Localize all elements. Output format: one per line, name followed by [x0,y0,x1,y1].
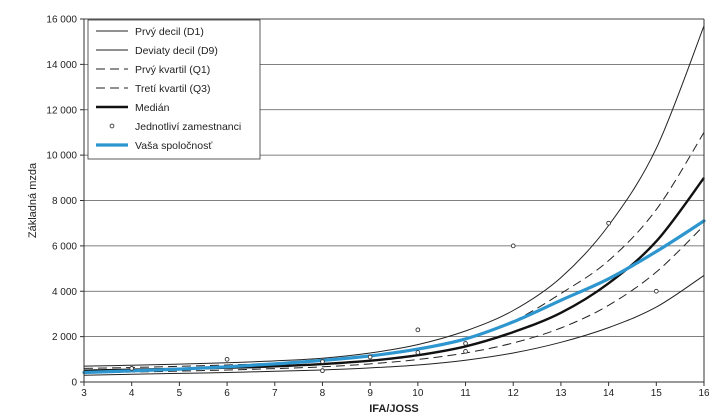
x-tick-label: 11 [460,388,471,399]
y-tick-label: 0 [71,378,77,389]
x-tick-label: 13 [555,388,567,399]
y-tick-label: 2 000 [52,332,77,343]
legend-label: Prvý decil (D1) [135,26,204,38]
x-axis-title: IFA/JOSS [369,403,419,414]
x-tick-label: 12 [508,388,520,399]
legend-label: Jednotliví zamestnanci [135,121,241,133]
x-tick-label: 10 [412,388,424,399]
series-line-1 [83,274,705,376]
y-tick-label: 6 000 [52,241,77,252]
x-tick-label: 6 [224,388,230,399]
x-tick-label: 4 [129,388,135,399]
employee-point [129,366,135,371]
y-tick-label: 10 000 [46,151,77,162]
legend-label: Vaša spoločnosť [135,140,213,152]
x-tick-label: 16 [698,388,709,399]
series-line-2 [83,25,705,367]
legend-label: Tretí kvartil (Q3) [135,83,210,95]
x-tick-label: 14 [603,388,615,399]
y-tick-label: 4 000 [52,287,77,298]
series-line-5 [83,177,705,372]
axes [83,18,705,383]
x-tick-label: 15 [651,388,663,399]
company-curve-line [82,219,706,375]
legend-label: Prvý kvartil (Q1) [135,64,210,76]
x-tick-label: 8 [320,388,326,399]
x-tick-label: 9 [367,388,373,399]
employee-point [367,354,373,360]
employee-point [463,341,468,346]
employee-point [653,288,659,294]
x-tick-label: 7 [272,388,278,399]
employee-point [224,356,230,362]
employee-point [415,327,421,333]
series-lines [82,25,706,376]
employee-point [320,359,325,364]
employee-point [415,350,421,355]
employee-point [510,243,516,249]
employee-point [463,349,468,354]
y-axis-title: Základná mzda [27,162,39,238]
employee-point [606,220,611,226]
legend-box [87,19,261,160]
series-line-3 [83,225,705,374]
legend-swatch [109,123,115,129]
x-tick-label: 5 [177,388,183,399]
x-tick-label: 3 [81,388,87,399]
legend: Prvý decil (D1) Deviaty decil (D9) Prvý kv… [87,19,261,160]
scatter-points [129,220,659,374]
employee-point [320,368,325,374]
legend-label: Medián [135,102,170,114]
y-tick-label: 16 000 [46,15,77,26]
series-line-4 [83,132,705,369]
legend-label: Deviaty decil (D9) [135,45,218,57]
y-tick-label: 14 000 [46,60,77,71]
y-axis-ticks: 0 2 000 4 000 6 000 8 000 10 000 12 000 14 000 1… [46,15,84,389]
x-axis-ticks: 3 4 5 6 7 8 9 10 11 12 13 14 15 16 [81,382,709,399]
y-tick-label: 8 000 [52,196,77,207]
y-tick-label: 12 000 [46,105,77,116]
